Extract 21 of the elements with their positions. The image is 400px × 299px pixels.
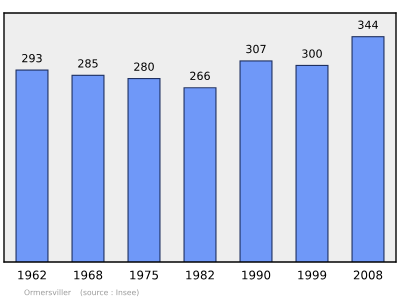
x-tick-label: 1975 xyxy=(130,270,158,280)
data-label: 344 xyxy=(358,20,378,29)
bar xyxy=(295,64,329,262)
data-label: 285 xyxy=(78,59,98,68)
data-label: 293 xyxy=(22,54,42,62)
data-label: 300 xyxy=(302,49,322,58)
bar xyxy=(239,60,273,262)
bar xyxy=(183,87,217,262)
x-tick-label: 1999 xyxy=(298,270,326,280)
x-tick-label: 1968 xyxy=(74,270,102,280)
x-tick-label: 1990 xyxy=(242,270,270,280)
bar xyxy=(15,70,49,262)
bar xyxy=(351,36,385,262)
data-label: 280 xyxy=(134,62,154,71)
x-tick-label: 1962 xyxy=(18,270,46,280)
bar xyxy=(71,74,105,262)
x-tick-label: 1982 xyxy=(186,270,214,280)
data-label: 307 xyxy=(246,44,266,54)
bar xyxy=(127,78,161,262)
x-tick-label: 2008 xyxy=(354,270,382,280)
data-label: 266 xyxy=(190,72,210,80)
